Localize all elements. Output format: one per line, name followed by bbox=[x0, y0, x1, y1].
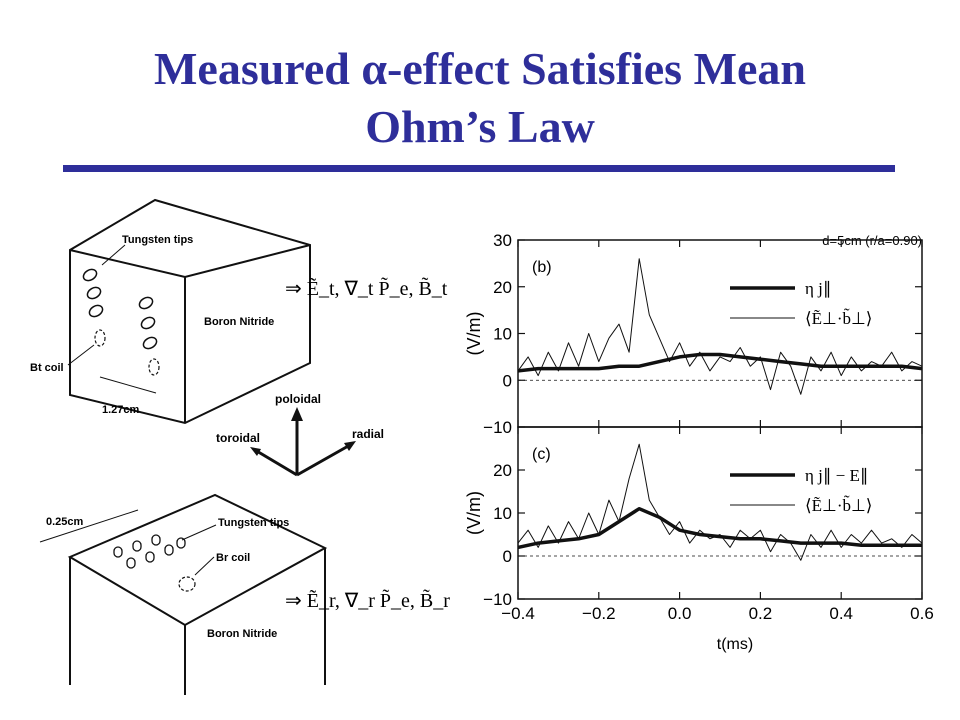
y-tick-label: 0 bbox=[503, 547, 512, 566]
panel-b: 30 20 10 0 −10 (b) (V/m) η j∥ ⟨Ẽ⊥·b̃⊥⟩ bbox=[464, 231, 923, 437]
x-tick-label: 0.0 bbox=[668, 604, 692, 623]
bottom-tungsten-tips bbox=[113, 534, 186, 569]
axis-poloidal-label: poloidal bbox=[275, 392, 321, 406]
top-measured-quantities: ⇒ Ẽ_t, ∇_t P̃_e, B̃_t bbox=[285, 276, 448, 300]
slide-title: Measured α-effect Satisfies Mean Ohm’s L… bbox=[0, 40, 960, 156]
y-tick-label: 20 bbox=[493, 461, 512, 480]
bottom-coil-label: Br coil bbox=[216, 552, 250, 564]
y-tick-label: 20 bbox=[493, 278, 512, 297]
panel-label: (c) bbox=[532, 446, 551, 463]
title-line-1: Measured α-effect Satisfies Mean bbox=[153, 43, 807, 94]
probe-diagram: Tungsten tips Boron Nitride Bt coil 1.27… bbox=[30, 198, 450, 695]
series-line-thick bbox=[517, 352, 923, 373]
y-tick-label: −10 bbox=[483, 418, 512, 437]
legend-label: ⟨Ẽ⊥·b̃⊥⟩ bbox=[805, 309, 872, 328]
panel-label: (b) bbox=[532, 259, 552, 276]
coordinate-axes bbox=[250, 407, 356, 477]
bottom-probe-block bbox=[67, 493, 328, 695]
x-axis-label: t(ms) bbox=[717, 636, 753, 653]
top-tips-label: Tungsten tips bbox=[122, 234, 193, 246]
axis-radial-label: radial bbox=[352, 427, 384, 441]
top-coil-label: Bt coil bbox=[30, 362, 64, 374]
bottom-br-coil bbox=[178, 576, 196, 592]
top-tungsten-tips bbox=[82, 268, 158, 350]
legend-label: η j∥ bbox=[805, 279, 831, 298]
x-axis: −0.4 −0.2 0.0 0.2 0.4 0.6 bbox=[501, 604, 934, 623]
axis-toroidal-label: toroidal bbox=[216, 431, 260, 445]
legend-label: η j∥ − E∥ bbox=[805, 466, 868, 485]
series-line-thin bbox=[517, 443, 923, 561]
x-tick-label: −0.2 bbox=[582, 604, 616, 623]
panel-c: 20 10 0 −10 (c) (V/m) η j∥ − E∥ ⟨Ẽ⊥·b̃⊥⟩ bbox=[464, 426, 923, 609]
series-line-thick bbox=[517, 506, 922, 550]
y-tick-label: −10 bbox=[483, 590, 512, 609]
legend-label: ⟨Ẽ⊥·b̃⊥⟩ bbox=[805, 496, 872, 515]
bottom-measured-quantities: ⇒ Ẽ_r, ∇_r P̃_e, B̃_r bbox=[285, 588, 450, 612]
bottom-material-label: Boron Nitride bbox=[207, 628, 277, 640]
y-tick-label: 0 bbox=[503, 371, 512, 390]
x-tick-label: 0.4 bbox=[829, 604, 853, 623]
x-tick-label: −0.4 bbox=[501, 604, 535, 623]
top-dimension-label: 1.27cm bbox=[102, 404, 140, 416]
series-line-thin bbox=[517, 258, 923, 395]
top-bt-coil bbox=[94, 329, 160, 376]
title-line-2: Ohm’s Law bbox=[365, 101, 595, 152]
top-material-label: Boron Nitride bbox=[204, 316, 274, 328]
title-underline bbox=[63, 165, 895, 172]
y-axis-label: (V/m) bbox=[464, 312, 484, 356]
bottom-tips-label: Tungsten tips bbox=[218, 517, 289, 529]
panel-frame bbox=[517, 239, 923, 428]
x-tick-label: 0.6 bbox=[910, 604, 934, 623]
y-tick-label: 30 bbox=[493, 231, 512, 250]
bottom-dimension-label: 0.25cm bbox=[46, 516, 84, 528]
x-tick-label: 0.2 bbox=[749, 604, 773, 623]
y-tick-label: 10 bbox=[493, 504, 512, 523]
y-tick-label: 10 bbox=[493, 325, 512, 344]
y-axis-label: (V/m) bbox=[464, 491, 484, 535]
top-probe: Tungsten tips Boron Nitride Bt coil 1.27… bbox=[30, 198, 448, 425]
bottom-probe: Tungsten tips Br coil 0.25cm Boron Nitri… bbox=[39, 493, 450, 695]
